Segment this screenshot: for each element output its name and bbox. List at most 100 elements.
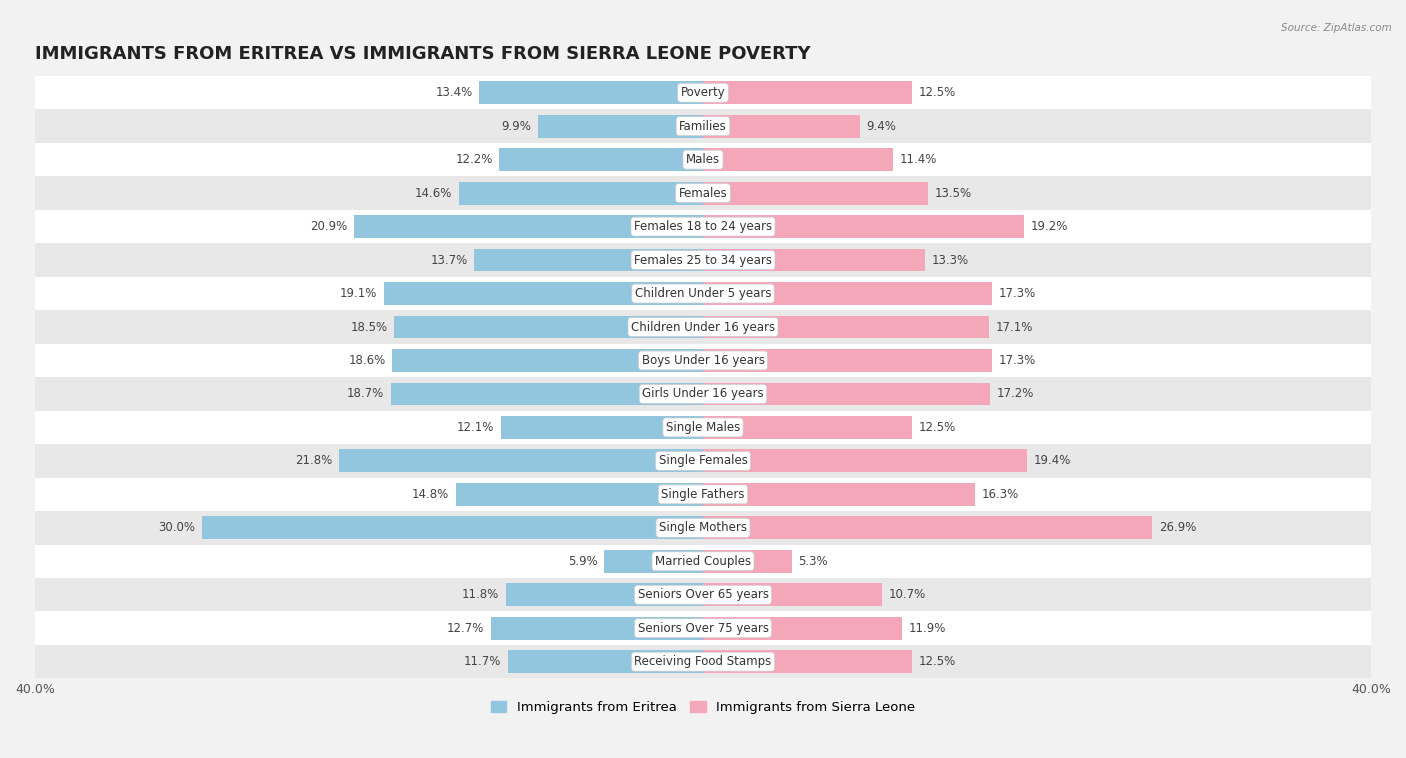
Bar xyxy=(35,343,1371,377)
Text: 12.5%: 12.5% xyxy=(918,421,956,434)
Bar xyxy=(703,617,901,640)
Text: Females 25 to 34 years: Females 25 to 34 years xyxy=(634,254,772,267)
Bar xyxy=(35,143,1371,177)
Text: 18.6%: 18.6% xyxy=(349,354,385,367)
Bar xyxy=(703,249,925,271)
Bar xyxy=(35,210,1371,243)
Text: 14.6%: 14.6% xyxy=(415,186,453,199)
Bar xyxy=(491,617,703,640)
Text: 12.5%: 12.5% xyxy=(918,86,956,99)
Bar xyxy=(703,416,911,439)
Bar xyxy=(703,215,1024,238)
Text: Females 18 to 24 years: Females 18 to 24 years xyxy=(634,220,772,233)
Text: Boys Under 16 years: Boys Under 16 years xyxy=(641,354,765,367)
Bar xyxy=(354,215,703,238)
Text: 17.3%: 17.3% xyxy=(998,287,1036,300)
Text: Receiving Food Stamps: Receiving Food Stamps xyxy=(634,655,772,669)
Bar xyxy=(202,516,703,539)
Text: 10.7%: 10.7% xyxy=(889,588,925,601)
Bar xyxy=(392,349,703,372)
Text: 26.9%: 26.9% xyxy=(1159,522,1197,534)
Bar xyxy=(537,114,703,137)
Text: 19.4%: 19.4% xyxy=(1033,454,1071,468)
Text: 13.4%: 13.4% xyxy=(436,86,472,99)
Text: 17.2%: 17.2% xyxy=(997,387,1035,400)
Text: 17.1%: 17.1% xyxy=(995,321,1032,334)
Text: 11.8%: 11.8% xyxy=(463,588,499,601)
Text: 17.3%: 17.3% xyxy=(998,354,1036,367)
Text: 11.4%: 11.4% xyxy=(900,153,938,166)
Bar xyxy=(703,550,792,572)
Text: 11.7%: 11.7% xyxy=(464,655,501,669)
Text: Seniors Over 75 years: Seniors Over 75 years xyxy=(637,622,769,634)
Text: Girls Under 16 years: Girls Under 16 years xyxy=(643,387,763,400)
Text: Children Under 16 years: Children Under 16 years xyxy=(631,321,775,334)
Bar xyxy=(35,177,1371,210)
Bar xyxy=(506,584,703,606)
Bar xyxy=(35,243,1371,277)
Bar xyxy=(384,282,703,305)
Text: 5.3%: 5.3% xyxy=(799,555,828,568)
Bar xyxy=(35,411,1371,444)
Bar xyxy=(703,383,990,406)
Text: Seniors Over 65 years: Seniors Over 65 years xyxy=(637,588,769,601)
Bar xyxy=(605,550,703,572)
Bar xyxy=(703,483,976,506)
Text: 9.9%: 9.9% xyxy=(501,120,531,133)
Text: 13.7%: 13.7% xyxy=(430,254,468,267)
Text: 18.5%: 18.5% xyxy=(350,321,387,334)
Text: 12.5%: 12.5% xyxy=(918,655,956,669)
Text: 9.4%: 9.4% xyxy=(866,120,897,133)
Bar xyxy=(35,76,1371,109)
Text: Single Fathers: Single Fathers xyxy=(661,488,745,501)
Text: Children Under 5 years: Children Under 5 years xyxy=(634,287,772,300)
Text: Single Males: Single Males xyxy=(666,421,740,434)
Bar xyxy=(703,315,988,338)
Text: 5.9%: 5.9% xyxy=(568,555,598,568)
Bar xyxy=(391,383,703,406)
Legend: Immigrants from Eritrea, Immigrants from Sierra Leone: Immigrants from Eritrea, Immigrants from… xyxy=(491,700,915,714)
Bar xyxy=(35,377,1371,411)
Text: Poverty: Poverty xyxy=(681,86,725,99)
Text: 12.1%: 12.1% xyxy=(457,421,495,434)
Text: 14.8%: 14.8% xyxy=(412,488,449,501)
Text: 18.7%: 18.7% xyxy=(347,387,384,400)
Bar xyxy=(703,81,911,104)
Bar xyxy=(501,416,703,439)
Bar xyxy=(499,149,703,171)
Text: Families: Families xyxy=(679,120,727,133)
Bar xyxy=(703,182,928,205)
Text: Females: Females xyxy=(679,186,727,199)
Bar xyxy=(508,650,703,673)
Bar xyxy=(703,282,993,305)
Text: 12.7%: 12.7% xyxy=(447,622,484,634)
Bar xyxy=(35,511,1371,544)
Text: Single Females: Single Females xyxy=(658,454,748,468)
Bar xyxy=(703,149,893,171)
Bar xyxy=(35,109,1371,143)
Bar xyxy=(35,612,1371,645)
Text: 13.3%: 13.3% xyxy=(932,254,969,267)
Text: 13.5%: 13.5% xyxy=(935,186,973,199)
Bar xyxy=(456,483,703,506)
Bar xyxy=(460,182,703,205)
Bar xyxy=(35,645,1371,678)
Bar xyxy=(35,277,1371,310)
Text: Source: ZipAtlas.com: Source: ZipAtlas.com xyxy=(1281,23,1392,33)
Text: IMMIGRANTS FROM ERITREA VS IMMIGRANTS FROM SIERRA LEONE POVERTY: IMMIGRANTS FROM ERITREA VS IMMIGRANTS FR… xyxy=(35,45,811,64)
Text: 11.9%: 11.9% xyxy=(908,622,946,634)
Text: 19.1%: 19.1% xyxy=(340,287,377,300)
Bar xyxy=(35,478,1371,511)
Text: 30.0%: 30.0% xyxy=(159,522,195,534)
Bar xyxy=(703,114,860,137)
Text: Married Couples: Married Couples xyxy=(655,555,751,568)
Text: 16.3%: 16.3% xyxy=(981,488,1019,501)
Text: 21.8%: 21.8% xyxy=(295,454,332,468)
Bar xyxy=(35,544,1371,578)
Text: 19.2%: 19.2% xyxy=(1031,220,1067,233)
Bar xyxy=(703,449,1026,472)
Bar xyxy=(35,310,1371,343)
Bar xyxy=(35,444,1371,478)
Bar xyxy=(703,349,993,372)
Bar xyxy=(394,315,703,338)
